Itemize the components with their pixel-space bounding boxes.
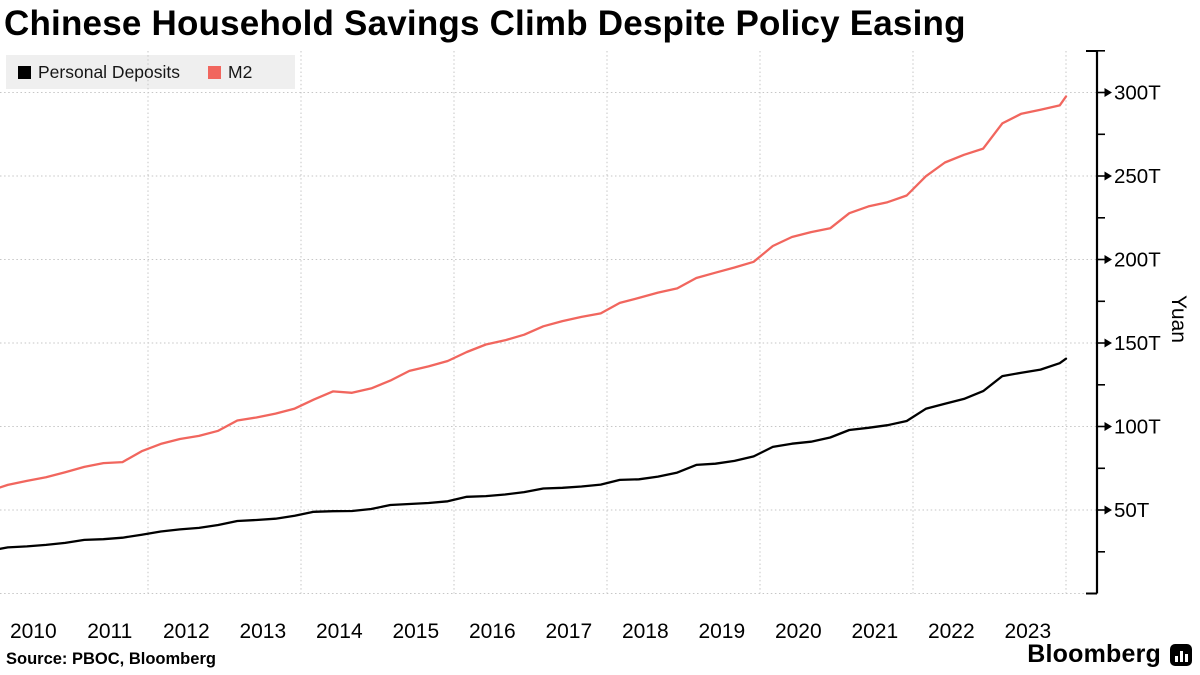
chart-title: Chinese Household Savings Climb Despite … (4, 4, 966, 43)
y-tick-label: 200T (1114, 249, 1161, 272)
x-tick-label: 2010 (10, 620, 57, 643)
y-tick-label: 100T (1114, 416, 1161, 439)
legend-item-m2: M2 (208, 62, 252, 83)
bloomberg-logo-text: Bloomberg (1027, 640, 1161, 668)
y-tick-label: 300T (1114, 82, 1161, 105)
y-axis-title: Yuan (1167, 295, 1190, 343)
x-tick-label: 2020 (775, 620, 822, 643)
x-tick-label: 2021 (851, 620, 898, 643)
x-tick-label: 2019 (698, 620, 745, 643)
y-axis-tick-arrow-icon (1104, 88, 1112, 97)
legend-swatch-personal-deposits (18, 65, 31, 79)
logo-bar-icon (1179, 650, 1183, 662)
y-tick-label: 250T (1114, 165, 1161, 188)
legend-label-personal-deposits: Personal Deposits (38, 61, 181, 82)
x-tick-label: 2022 (928, 620, 975, 643)
x-tick-label: 2013 (239, 620, 286, 643)
bloomberg-logo-icon (1170, 643, 1192, 666)
x-tick-label: 2012 (163, 620, 210, 643)
y-axis-tick-arrow-icon (1104, 422, 1112, 431)
legend-item-personal-deposits: Personal Deposits (18, 62, 180, 83)
series-line-m2 (0, 95, 1068, 489)
y-axis-tick-arrow-icon (1104, 171, 1112, 181)
legend: Personal Deposits M2 (6, 55, 264, 89)
x-tick-label: 2011 (87, 620, 132, 643)
legend-background (6, 55, 295, 89)
x-tick-label: 2014 (316, 620, 363, 643)
x-tick-label: 2015 (392, 620, 439, 643)
y-axis-tick-arrow-icon (1104, 505, 1112, 515)
x-tick-label: 2017 (545, 620, 592, 643)
series-line-personal-deposits (0, 357, 1068, 550)
source-note: Source: PBOC, Bloomberg (6, 650, 216, 668)
y-axis-tick-arrow-icon (1104, 338, 1112, 348)
x-tick-label: 2018 (622, 620, 669, 643)
legend-swatch-m2 (208, 65, 222, 79)
bloomberg-branding: Bloomberg (1027, 640, 1192, 669)
logo-bar-icon (1174, 655, 1178, 662)
x-tick-label: 2016 (469, 620, 516, 643)
y-tick-label: 150T (1114, 332, 1161, 355)
legend-label-m2: M2 (228, 61, 253, 82)
x-tick-label: 2023 (1004, 620, 1051, 643)
logo-bar-icon (1184, 653, 1188, 662)
y-axis-tick-arrow-icon (1104, 255, 1112, 264)
y-tick-label: 50T (1114, 499, 1150, 522)
